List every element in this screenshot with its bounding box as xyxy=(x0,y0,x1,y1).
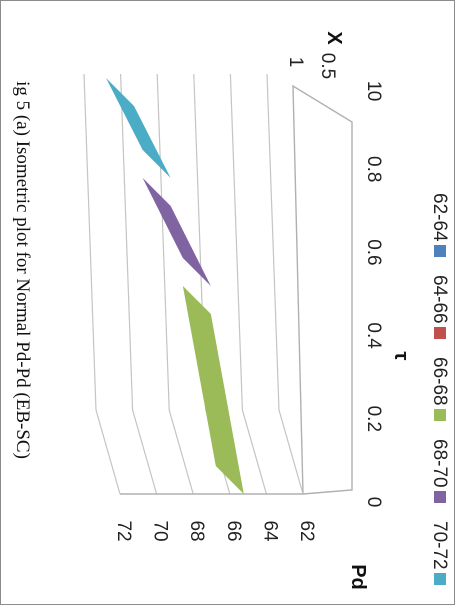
surface-plot xyxy=(106,78,244,494)
legend-swatch xyxy=(434,409,446,421)
legend-label: 66-68 xyxy=(429,357,450,406)
tau-tick-label: 0 xyxy=(363,497,384,508)
legend-swatch xyxy=(434,245,446,257)
x-axis-ticks: 00.51 xyxy=(285,53,384,102)
surface-segment-2 xyxy=(106,78,171,178)
gridline-pd-70 xyxy=(120,73,158,495)
x-axis-title: X xyxy=(323,31,345,45)
gridline-pd-68 xyxy=(156,73,194,495)
x-tick-label: 0.5 xyxy=(317,53,338,79)
legend-swatch xyxy=(434,491,446,503)
x-tick-label: 0 xyxy=(363,91,384,102)
legend-swatch xyxy=(434,327,446,339)
surface-segment-1 xyxy=(142,177,211,286)
gridline-pd-64 xyxy=(229,73,267,495)
legend-label: 62-64 xyxy=(429,193,450,242)
tau-tick-label: 0.2 xyxy=(363,406,384,432)
tau-tick-label: 0.8 xyxy=(363,156,384,182)
tau-axis-ticks: 0 0.2 0.4 0.6 0.8 1 xyxy=(363,81,384,508)
tau-tick-label: 0.4 xyxy=(363,322,384,349)
x-tick-label: 1 xyxy=(285,57,306,68)
tau-tick-label: 0.6 xyxy=(363,239,384,265)
pd-tick-label: 66 xyxy=(223,520,244,541)
legend-label: 64-66 xyxy=(429,275,450,324)
gridline-pd-72 xyxy=(83,73,121,495)
legend-label: 70-72 xyxy=(429,521,450,570)
figure-caption: ig 5 (a) Isometric plot for Normal Pd-Pd… xyxy=(12,81,33,459)
tau-tick-label: 1 xyxy=(363,81,384,92)
pd-axis-title: Pd xyxy=(347,564,369,590)
pd-tick-label: 68 xyxy=(186,520,207,541)
pd-tick-label: 62 xyxy=(296,520,317,541)
legend-label: 68-70 xyxy=(429,439,450,488)
pd-tick-label: 70 xyxy=(150,520,171,541)
gridline-pd-62 xyxy=(266,73,304,495)
surface-segment-0 xyxy=(182,286,244,494)
floor-plane xyxy=(292,84,353,495)
pd-tick-label: 72 xyxy=(113,520,134,541)
pd-tick-label: 64 xyxy=(259,520,280,542)
tau-axis-title: τ xyxy=(390,352,412,361)
pd-axis-ticks: 62 64 66 68 70 72 xyxy=(113,520,317,542)
legend: 70-72 68-70 66-68 64-66 62-64 xyxy=(429,193,450,585)
legend-swatch xyxy=(434,573,446,585)
